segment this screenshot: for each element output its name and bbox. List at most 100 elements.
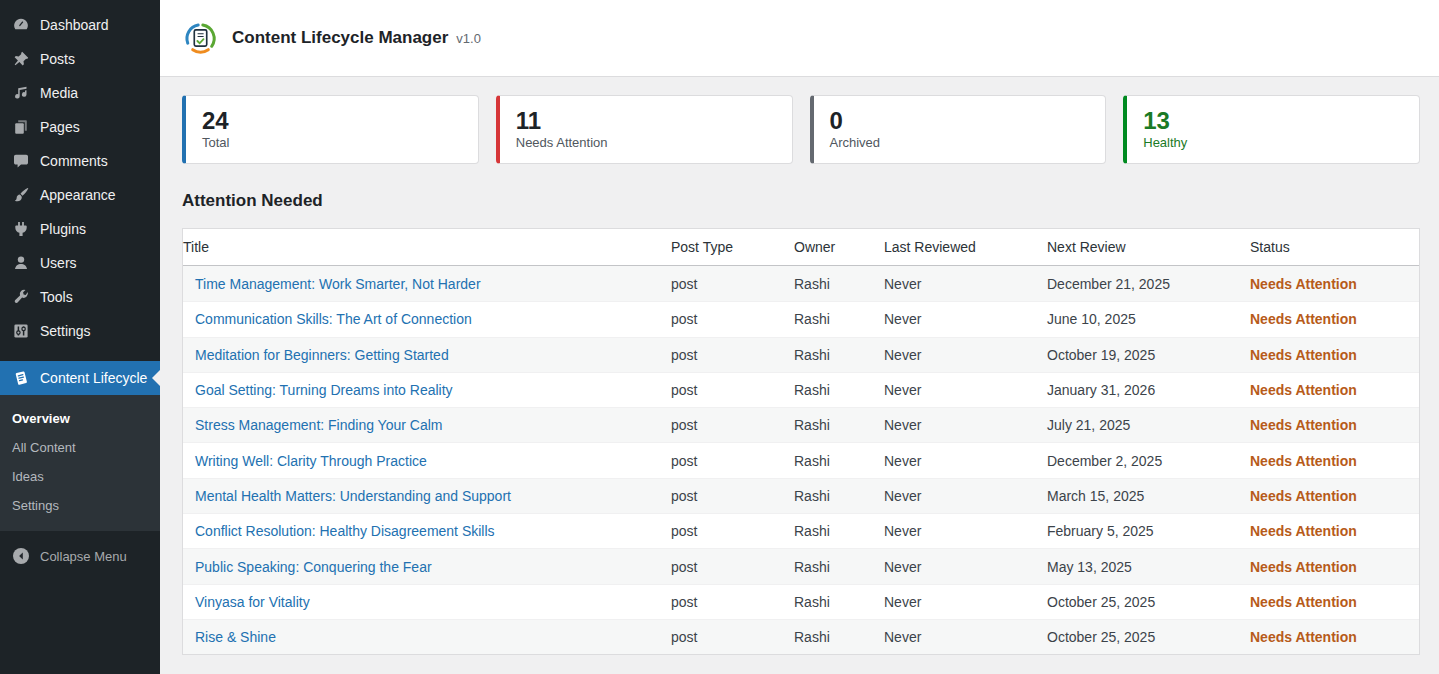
sidebar-item-label: Media xyxy=(40,85,78,101)
table-row: Communication Skills: The Art of Connect… xyxy=(183,301,1419,336)
submenu-item[interactable]: All Content xyxy=(0,433,160,462)
table-row: Meditation for Beginners: Getting Starte… xyxy=(183,337,1419,372)
stats-cards: 24 Total 11 Needs Attention 0 Archived 1… xyxy=(182,95,1420,164)
clipboard-icon xyxy=(11,368,31,388)
title-cell: Vinyasa for Vitality xyxy=(183,594,671,610)
collapse-arrow-icon xyxy=(11,546,31,566)
owner-cell: Rashi xyxy=(794,382,884,398)
sidebar-item[interactable]: Plugins xyxy=(0,212,160,246)
status-badge: Needs Attention xyxy=(1250,488,1419,504)
submenu-item[interactable]: Settings xyxy=(0,491,160,520)
content-lifecycle-submenu: Overview All Content Ideas Settings xyxy=(0,395,160,531)
status-badge: Needs Attention xyxy=(1250,276,1419,292)
post-title-link[interactable]: Goal Setting: Turning Dreams into Realit… xyxy=(195,382,453,398)
last-reviewed-cell: Never xyxy=(884,559,1047,575)
post-title-link[interactable]: Time Management: Work Smarter, Not Harde… xyxy=(195,276,481,292)
sidebar-item-icon xyxy=(11,321,31,341)
submenu-item[interactable]: Ideas xyxy=(0,462,160,491)
title-cell: Time Management: Work Smarter, Not Harde… xyxy=(183,276,671,292)
sidebar-item[interactable]: Users xyxy=(0,246,160,280)
post-type-cell: post xyxy=(671,559,794,575)
owner-cell: Rashi xyxy=(794,276,884,292)
last-reviewed-cell: Never xyxy=(884,629,1047,645)
sidebar-item[interactable]: Comments xyxy=(0,144,160,178)
plugin-header: Content Lifecycle Manager v1.0 xyxy=(160,0,1439,77)
post-type-cell: post xyxy=(671,276,794,292)
dashboard-content: 24 Total 11 Needs Attention 0 Archived 1… xyxy=(160,77,1439,655)
sidebar-item[interactable]: Pages xyxy=(0,110,160,144)
post-type-cell: post xyxy=(671,629,794,645)
post-title-link[interactable]: Rise & Shine xyxy=(195,629,276,645)
post-title-link[interactable]: Writing Well: Clarity Through Practice xyxy=(195,453,427,469)
post-title-link[interactable]: Conflict Resolution: Healthy Disagreemen… xyxy=(195,523,495,539)
last-reviewed-cell: Never xyxy=(884,417,1047,433)
column-header: Last Reviewed xyxy=(884,239,1047,255)
stat-card: 11 Needs Attention xyxy=(496,95,793,164)
next-review-cell: October 25, 2025 xyxy=(1047,629,1250,645)
admin-sidebar: Dashboard Posts Media Pages Comments xyxy=(0,0,160,674)
sidebar-item[interactable]: Tools xyxy=(0,280,160,314)
post-title-link[interactable]: Vinyasa for Vitality xyxy=(195,594,310,610)
sidebar-item-label: Comments xyxy=(40,153,108,169)
column-header: Status xyxy=(1250,239,1419,255)
sidebar-item-label: Dashboard xyxy=(40,17,109,33)
table-row: Conflict Resolution: Healthy Disagreemen… xyxy=(183,513,1419,548)
post-title-link[interactable]: Meditation for Beginners: Getting Starte… xyxy=(195,347,449,363)
last-reviewed-cell: Never xyxy=(884,594,1047,610)
post-type-cell: post xyxy=(671,347,794,363)
sidebar-item-label: Tools xyxy=(40,289,73,305)
version-badge: v1.0 xyxy=(456,31,481,46)
sidebar-item[interactable]: Media xyxy=(0,76,160,110)
owner-cell: Rashi xyxy=(794,453,884,469)
column-header: Title xyxy=(183,239,671,255)
table-header-row: Title Post Type Owner Last Reviewed Next… xyxy=(183,229,1419,266)
admin-menu: Dashboard Posts Media Pages Comments xyxy=(0,0,160,348)
sidebar-item-icon xyxy=(11,15,31,35)
last-reviewed-cell: Never xyxy=(884,453,1047,469)
title-cell: Public Speaking: Conquering the Fear xyxy=(183,559,671,575)
page-title: Content Lifecycle Manager xyxy=(232,28,448,48)
owner-cell: Rashi xyxy=(794,347,884,363)
column-header: Post Type xyxy=(671,239,794,255)
post-title-link[interactable]: Public Speaking: Conquering the Fear xyxy=(195,559,432,575)
sidebar-item-label: Posts xyxy=(40,51,75,67)
stat-card: 24 Total xyxy=(182,95,479,164)
collapse-menu-button[interactable]: Collapse Menu xyxy=(0,539,160,573)
stat-label: Needs Attention xyxy=(516,135,776,150)
post-type-cell: post xyxy=(671,382,794,398)
title-cell: Rise & Shine xyxy=(183,629,671,645)
sidebar-item-content-lifecycle[interactable]: Content Lifecycle xyxy=(0,361,160,395)
last-reviewed-cell: Never xyxy=(884,347,1047,363)
sidebar-item-icon xyxy=(11,219,31,239)
table-row: Writing Well: Clarity Through Practice p… xyxy=(183,442,1419,477)
sidebar-item-label: Plugins xyxy=(40,221,86,237)
post-title-link[interactable]: Mental Health Matters: Understanding and… xyxy=(195,488,511,504)
submenu-item[interactable]: Overview xyxy=(0,404,160,433)
sidebar-item-icon xyxy=(11,185,31,205)
title-cell: Writing Well: Clarity Through Practice xyxy=(183,453,671,469)
owner-cell: Rashi xyxy=(794,629,884,645)
next-review-cell: June 10, 2025 xyxy=(1047,311,1250,327)
post-type-cell: post xyxy=(671,594,794,610)
last-reviewed-cell: Never xyxy=(884,311,1047,327)
stat-label: Total xyxy=(202,135,462,150)
next-review-cell: July 21, 2025 xyxy=(1047,417,1250,433)
post-title-link[interactable]: Communication Skills: The Art of Connect… xyxy=(195,311,472,327)
owner-cell: Rashi xyxy=(794,311,884,327)
post-title-link[interactable]: Stress Management: Finding Your Calm xyxy=(195,417,442,433)
sidebar-item[interactable]: Dashboard xyxy=(0,8,160,42)
sidebar-item-icon xyxy=(11,117,31,137)
post-type-cell: post xyxy=(671,523,794,539)
next-review-cell: May 13, 2025 xyxy=(1047,559,1250,575)
last-reviewed-cell: Never xyxy=(884,523,1047,539)
main-area: Content Lifecycle Manager v1.0 24 Total … xyxy=(160,0,1439,674)
sidebar-item[interactable]: Settings xyxy=(0,314,160,348)
sidebar-item-icon xyxy=(11,49,31,69)
sidebar-item[interactable]: Posts xyxy=(0,42,160,76)
status-badge: Needs Attention xyxy=(1250,629,1419,645)
sidebar-item[interactable]: Appearance xyxy=(0,178,160,212)
table-row: Mental Health Matters: Understanding and… xyxy=(183,478,1419,513)
owner-cell: Rashi xyxy=(794,417,884,433)
table-row: Time Management: Work Smarter, Not Harde… xyxy=(183,266,1419,301)
stat-value: 13 xyxy=(1143,108,1403,133)
